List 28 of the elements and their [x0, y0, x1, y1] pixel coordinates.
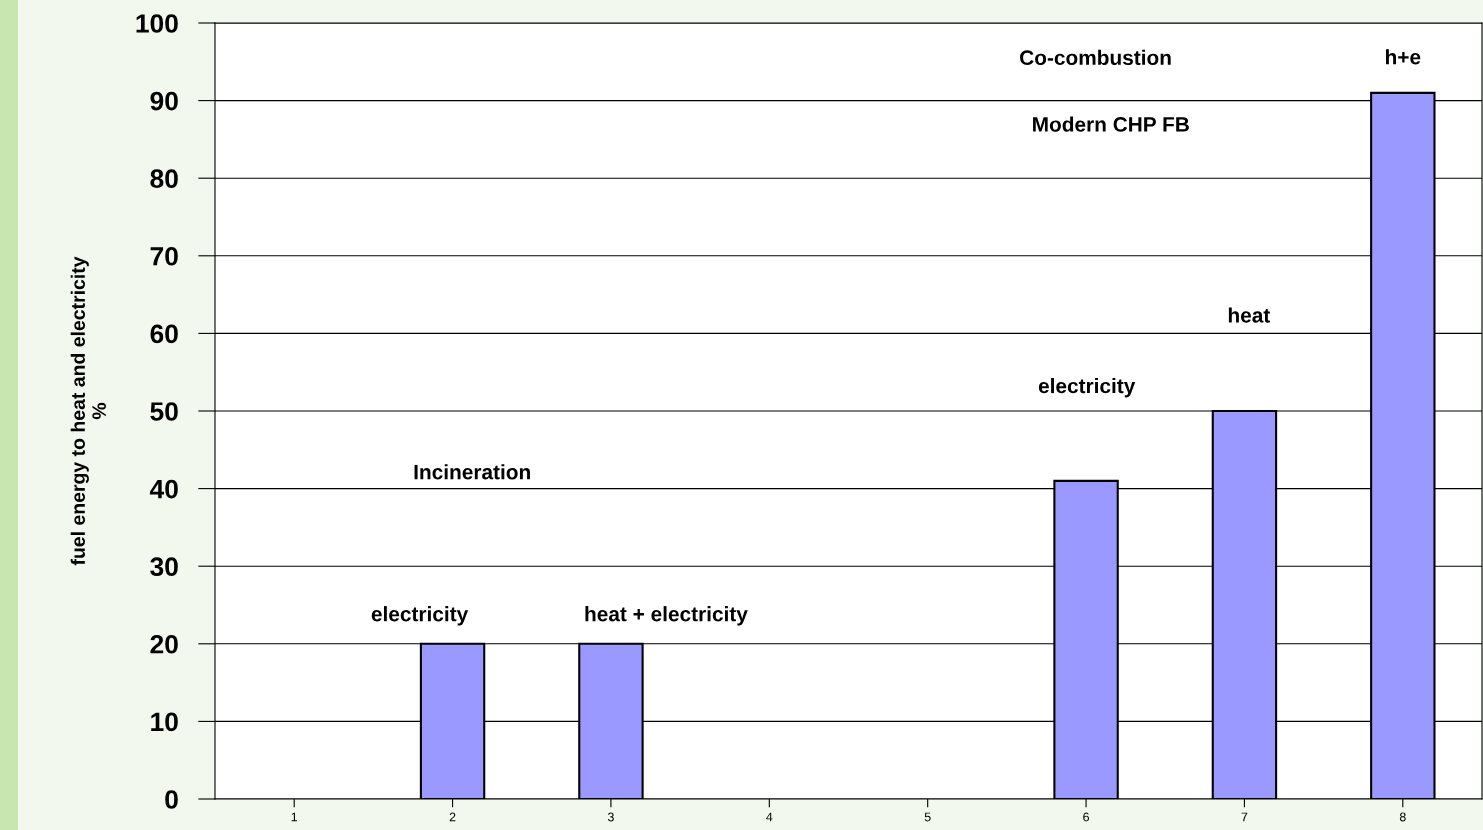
y-tick-label: 50: [150, 402, 178, 421]
x-tick-label: 7: [1241, 812, 1248, 822]
y-tick-label: 100: [136, 14, 178, 33]
y-tick-label: 80: [150, 169, 178, 189]
y-tick-label: 90: [150, 91, 178, 111]
y-tick-label: 0: [165, 790, 178, 809]
x-tick-label: 2: [449, 812, 456, 822]
y-tick-label: 60: [150, 324, 178, 344]
annotation: Co-combustion: [1020, 49, 1171, 66]
y-tick-label: 10: [151, 712, 178, 732]
y-tick-label: 20: [150, 634, 178, 654]
y-tick-label: 40: [149, 479, 178, 499]
y-tick-label: 30: [150, 557, 178, 577]
annotation: electricity: [371, 606, 469, 626]
annotation: heat + electricity: [585, 606, 748, 626]
annotation: electricity: [1038, 378, 1136, 398]
y-tick-label: 70: [150, 246, 178, 266]
annotation: heat: [1228, 307, 1271, 323]
y-axis-title: fuel energy to heat and electricity %: [70, 256, 106, 566]
x-tick-label: 3: [607, 812, 614, 822]
annotation: Incineration: [414, 464, 530, 480]
annotation: h+e: [1386, 49, 1421, 65]
annotation: Modern CHP FB: [1033, 116, 1189, 132]
x-tick-label: 5: [924, 812, 931, 822]
x-tick-label: 6: [1083, 812, 1089, 822]
x-tick-label: 4: [766, 812, 773, 822]
x-tick-label: 8: [1399, 812, 1406, 822]
x-tick-label: 1: [291, 812, 298, 822]
